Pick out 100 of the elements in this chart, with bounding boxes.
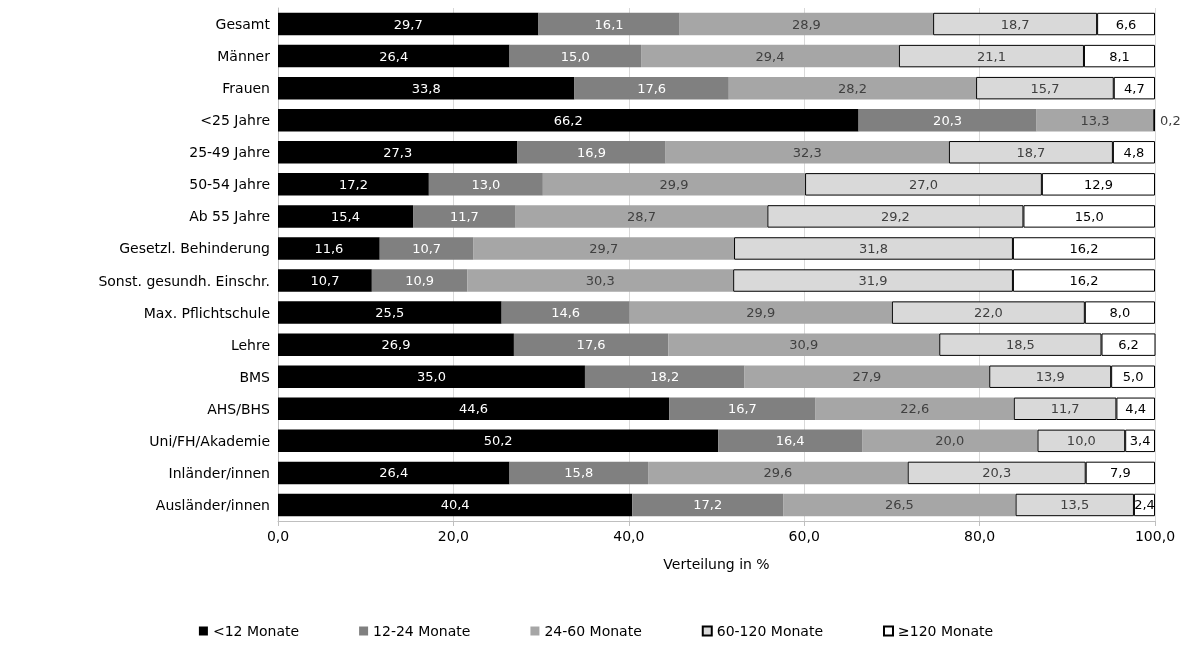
- data-label: 14,6: [551, 305, 581, 321]
- bar: [278, 429, 719, 453]
- bar: [858, 109, 1037, 132]
- data-label: 29,2: [880, 208, 910, 224]
- data-label: 18,7: [1016, 144, 1046, 160]
- bar: [669, 397, 816, 420]
- y-tick-label: Ausländer/innen: [155, 496, 270, 513]
- bar: [509, 461, 649, 485]
- data-label: 50,2: [483, 433, 513, 449]
- bar: [278, 141, 518, 164]
- data-label: 30,3: [585, 273, 615, 289]
- data-label: 4,7: [1124, 80, 1145, 96]
- bar: [278, 493, 633, 517]
- data-label: 31,9: [858, 273, 888, 289]
- x-tick-label: 40,0: [613, 528, 645, 544]
- data-label: 30,9: [789, 337, 819, 353]
- y-tick-label: Frauen: [222, 80, 270, 97]
- data-label: 16,7: [727, 401, 757, 417]
- legend-label: 60-120 Monate: [716, 623, 824, 639]
- bar: [371, 269, 468, 292]
- bar: [574, 76, 729, 100]
- data-label: 35,0: [417, 369, 446, 385]
- bar: [509, 44, 642, 68]
- data-label: 16,2: [1069, 240, 1099, 256]
- x-tick-label: 100,0: [1134, 528, 1176, 544]
- data-label: 0,2: [1160, 112, 1181, 128]
- bar: [665, 141, 949, 164]
- bar: [278, 44, 510, 68]
- bar: [278, 205, 414, 228]
- data-label: 3,4: [1129, 433, 1151, 449]
- bar: [629, 301, 892, 324]
- data-label: 17,2: [693, 497, 723, 513]
- data-label: 13,5: [1060, 497, 1090, 513]
- bar: [278, 12, 539, 36]
- data-label: 6,6: [1115, 16, 1137, 32]
- data-label: 10,9: [405, 273, 435, 289]
- bar: [278, 237, 380, 260]
- bar: [1036, 109, 1154, 132]
- data-label: 29,9: [659, 176, 689, 192]
- x-tick-label: 20,0: [437, 528, 469, 544]
- legend-label: 24-60 Monate: [544, 623, 642, 639]
- data-label: 16,9: [577, 144, 606, 160]
- data-label: 16,1: [594, 16, 624, 32]
- bar: [278, 301, 502, 324]
- y-tick-label: Sonst. gesundh. Einschr.: [98, 272, 270, 289]
- data-label: 22,6: [900, 401, 930, 417]
- bar: [862, 429, 1038, 453]
- data-label: 20,0: [935, 433, 965, 449]
- data-label: 25,5: [375, 305, 405, 321]
- bar: [379, 237, 474, 260]
- data-label: 27,3: [383, 144, 413, 160]
- y-tick-label: Gesamt: [215, 16, 271, 33]
- bar: [641, 44, 899, 68]
- data-label: 29,9: [746, 305, 776, 321]
- data-label: 26,5: [884, 497, 914, 513]
- data-label: 27,9: [852, 369, 882, 385]
- x-axis-title: Verteilung in %: [663, 556, 770, 572]
- data-label: 20,3: [933, 112, 963, 128]
- data-label: 17,6: [576, 337, 606, 353]
- bar: [632, 493, 784, 517]
- y-tick-label: Ab 55 Jahre: [189, 208, 270, 225]
- data-label: 18,5: [1005, 337, 1035, 353]
- bar: [278, 461, 510, 485]
- data-label: 29,7: [393, 16, 423, 32]
- bar: [744, 365, 990, 388]
- data-label: 16,2: [1069, 273, 1099, 289]
- data-label: 44,6: [459, 401, 489, 417]
- y-tick-label: Männer: [217, 48, 271, 65]
- data-label: 15,4: [331, 208, 361, 224]
- bar: [679, 12, 934, 36]
- bar: [513, 333, 669, 356]
- legend-label: <12 Monate: [212, 623, 300, 639]
- data-label: 5,0: [1122, 369, 1144, 385]
- data-label: 28,7: [627, 208, 656, 224]
- data-label: 7,9: [1110, 465, 1131, 481]
- data-label: 27,0: [909, 176, 938, 192]
- y-tick-label: Inländer/innen: [168, 464, 270, 481]
- bar: [278, 76, 575, 100]
- data-label: 21,1: [976, 48, 1006, 64]
- legend-label: 12-24 Monate: [373, 623, 471, 639]
- y-tick-label: Max. Pflichtschule: [143, 304, 270, 321]
- bar: [783, 493, 1016, 517]
- data-label: 28,2: [837, 80, 867, 96]
- data-label: 29,6: [763, 465, 793, 481]
- data-label: 6,2: [1118, 337, 1139, 353]
- data-label: 11,7: [1050, 401, 1080, 417]
- bar: [413, 205, 516, 228]
- bar: [278, 173, 429, 196]
- y-tick-label: Uni/FH/Akademie: [149, 432, 270, 449]
- y-tick-label: Gesetzl. Behinderung: [119, 240, 270, 257]
- y-tick-label: <25 Jahre: [200, 112, 270, 129]
- data-label: 13,0: [471, 176, 501, 192]
- data-label: 33,8: [411, 80, 441, 96]
- legend-label: ≥120 Monate: [898, 623, 994, 639]
- bar: [517, 141, 666, 164]
- bar: [278, 333, 514, 356]
- data-label: 8,0: [1109, 305, 1131, 321]
- bar: [278, 397, 670, 420]
- data-label: 8,1: [1109, 48, 1130, 64]
- bar: [473, 237, 735, 260]
